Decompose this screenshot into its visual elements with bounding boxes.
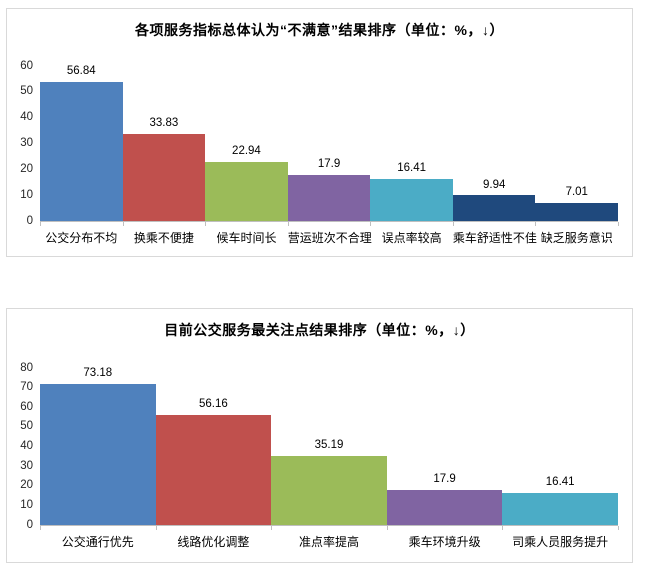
- bars-container: 73.18 56.16 35.19 17.9 16.41: [40, 367, 618, 526]
- bar: [370, 178, 453, 221]
- bar-cell: 7.01: [535, 66, 619, 221]
- category-tick-mark: [386, 526, 388, 530]
- bar-cell: 16.41: [502, 368, 618, 525]
- bar-value-label: 17.9: [317, 158, 341, 171]
- bar-value-label: 16.41: [397, 162, 426, 175]
- category-label: 乘车舒适性不佳: [452, 231, 537, 245]
- chart-title: 目前公交服务最关注点结果排序（单位：%，↓）: [164, 322, 475, 338]
- bar: [502, 492, 618, 525]
- category-label: 换乘不便捷: [133, 231, 194, 245]
- category-label: 乘车环境升级: [408, 535, 481, 549]
- bar-cell: 56.16: [155, 368, 272, 525]
- y-tick-label: 20: [20, 479, 33, 491]
- y-axis: 0 10 20 30 40 50 60: [15, 60, 40, 226]
- bar-value-label: 56.16: [199, 398, 228, 411]
- bar: [271, 455, 387, 525]
- category-tick-mark: [271, 526, 273, 530]
- bar: [287, 174, 371, 221]
- bar-value-label: 73.18: [83, 367, 113, 379]
- y-tick-label: 70: [20, 380, 33, 393]
- bar: [452, 195, 536, 221]
- y-tick-label: 50: [20, 85, 33, 98]
- category-tick-mark: [122, 222, 124, 226]
- category-label: 误点率较高: [381, 231, 442, 245]
- y-tick-label: 30: [20, 459, 33, 472]
- bar: [535, 202, 619, 221]
- category-label: 线路优化调整: [177, 535, 250, 549]
- category-tick-mark: [452, 222, 454, 226]
- bars-container: 56.84 33.83 22.94 17.9 16.41 9.94 7.01: [40, 65, 619, 222]
- x-axis: 公交通行优先 线路优化调整 准点率提高 乘车环境升级 司乘人员服务提升: [40, 526, 619, 550]
- category-tick-mark: [618, 526, 619, 530]
- chart-body: 0 10 20 30 40 50 60 56.84 33.83 22.94 17.9 16.41 9.…: [7, 60, 632, 246]
- y-tick-label: 50: [20, 420, 33, 433]
- y-tick-label: 10: [20, 498, 33, 511]
- bar-value-label: 35.19: [314, 439, 344, 452]
- unsatisfied-indicators-bar-chart: 各项服务指标总体认为“不满意”结果排序（单位：%，↓） 0 10 20 30 40 50 6…: [7, 20, 632, 246]
- category-label: 司乘人员服务提升: [512, 535, 609, 549]
- category-tick-mark: [370, 222, 372, 226]
- top-concerns-bar-chart: 目前公交服务最关注点结果排序（单位：%，↓） 0 10 20 30 40 50 60 70 80…: [7, 320, 632, 550]
- bar-value-label: 7.01: [565, 186, 588, 199]
- category-tick-mark: [502, 526, 504, 530]
- bar-cell: 17.9: [287, 66, 371, 221]
- bar: [205, 161, 288, 221]
- category-tick-mark: [205, 222, 207, 226]
- y-axis: 0 10 20 30 40 50 60 70 80: [15, 362, 40, 530]
- y-tick-label: 30: [20, 136, 33, 149]
- bar-cell: 73.18: [40, 367, 156, 525]
- bar: [40, 383, 156, 525]
- chart-body: 0 10 20 30 40 50 60 70 80 73.18 56.16 35.19 17.9 16.…: [7, 362, 632, 550]
- category-tick-mark: [618, 222, 619, 226]
- y-tick-label: 0: [26, 518, 33, 531]
- bar-value-label: 17.9: [433, 473, 456, 486]
- category-label: 公交分布不均: [45, 231, 118, 245]
- category-tick-mark: [40, 222, 41, 226]
- bar-cell: 9.94: [452, 66, 536, 221]
- category-label: 候车时间长: [216, 231, 277, 245]
- bar: [386, 489, 503, 525]
- bar-value-label: 9.94: [482, 178, 506, 191]
- bar-cell: 56.84: [40, 65, 123, 221]
- chart-title: 各项服务指标总体认为“不满意”结果排序（单位：%，↓）: [135, 22, 504, 38]
- plot-area: 56.84 33.83 22.94 17.9 16.41 9.94 7.01 公交分布不均 换…: [40, 65, 619, 246]
- category-tick-mark: [155, 526, 157, 530]
- y-tick-label: 20: [20, 162, 33, 175]
- bar-value-label: 33.83: [149, 117, 179, 130]
- y-tick-label: 10: [20, 188, 33, 201]
- bar-value-label: 16.41: [545, 476, 575, 489]
- y-tick-label: 60: [20, 59, 33, 72]
- bar: [155, 414, 272, 525]
- category-tick-mark: [40, 526, 41, 530]
- bar-cell: 16.41: [370, 66, 453, 221]
- x-axis: 公交分布不均 换乘不便捷 候车时间长 营运班次不合理 误点率较高 乘车舒适性不佳 缺乏服务意…: [40, 222, 619, 246]
- category-tick-mark: [287, 222, 289, 226]
- y-tick-label: 60: [20, 400, 33, 413]
- category-tick-mark: [535, 222, 537, 226]
- bar-value-label: 22.94: [232, 145, 261, 158]
- y-tick-label: 40: [20, 439, 33, 452]
- bar-cell: 17.9: [386, 368, 503, 525]
- category-label: 缺乏服务意识: [540, 231, 613, 245]
- bar-cell: 22.94: [205, 66, 288, 221]
- bar: [40, 81, 123, 221]
- y-tick-label: 0: [26, 214, 33, 227]
- bar-value-label: 56.84: [66, 65, 96, 77]
- category-label: 公交通行优先: [61, 535, 134, 549]
- category-label: 准点率提高: [298, 535, 359, 549]
- plot-area: 73.18 56.16 35.19 17.9 16.41 公交通行优先 线路优化调整 准点率…: [40, 367, 619, 550]
- y-tick-label: 80: [20, 361, 33, 374]
- category-label: 营运班次不合理: [287, 231, 372, 245]
- top-concerns-chart-panel: 目前公交服务最关注点结果排序（单位：%，↓） 0 10 20 30 40 50 60 70 80…: [6, 308, 633, 563]
- bar: [122, 133, 206, 221]
- bar-cell: 35.19: [271, 368, 387, 525]
- y-tick-label: 40: [20, 110, 33, 123]
- bar-cell: 33.83: [122, 66, 206, 221]
- unsatisfied-indicators-chart-panel: 各项服务指标总体认为“不满意”结果排序（单位：%，↓） 0 10 20 30 40 50 6…: [6, 8, 633, 257]
